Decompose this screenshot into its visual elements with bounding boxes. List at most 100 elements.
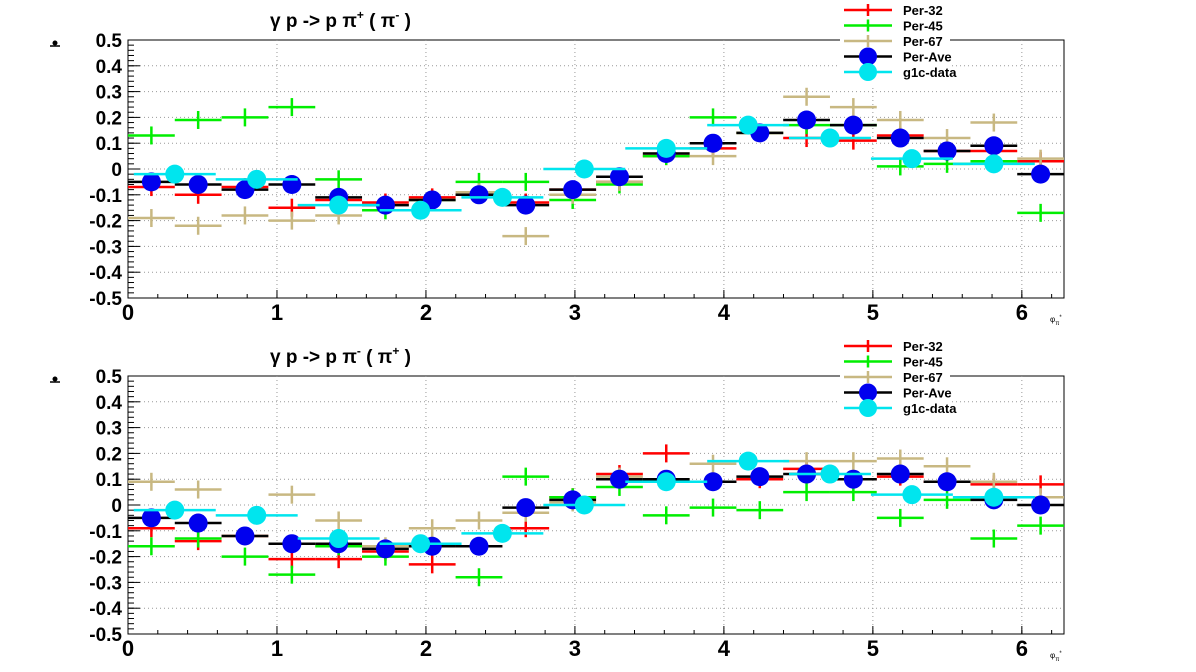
legend-label: g1c-data (903, 65, 957, 80)
data-point (188, 513, 208, 533)
series-g1c-data (133, 451, 1035, 554)
data-point (165, 164, 185, 184)
data-point (890, 464, 910, 484)
data-point (563, 180, 583, 200)
data-point (609, 167, 629, 187)
y-axis: -0.5 -0.4 -0.3 -0.2 -0.1 0 0.1 0.2 0.3 0.4 0.5 (89, 367, 140, 646)
data-point (282, 534, 302, 554)
y-tick-label: -0.2 (89, 548, 122, 569)
data-point (984, 487, 1004, 507)
series-g1c-data (133, 115, 1035, 220)
data-point (703, 472, 723, 492)
data-point (984, 136, 1004, 156)
data-point (574, 159, 594, 179)
data-point (902, 149, 922, 169)
y-tick-label: -0.3 (89, 237, 122, 258)
data-point (492, 187, 512, 207)
chart-svg-top: -0.5 -0.4 -0.3 -0.2 -0.1 0 0.1 0.2 0.3 0.4 0.5 0 1 2 3… (50, 0, 1065, 327)
data-point (738, 451, 758, 471)
x-tick-label: 5 (867, 300, 879, 325)
legend-marker (859, 47, 877, 66)
chart-title: γ p -> p π+ ( π- ) (270, 8, 411, 32)
legend-label: Per-67 (903, 370, 943, 385)
legend-marker (859, 63, 877, 81)
y-tick-label: 0.3 (96, 83, 122, 104)
x-axis: 0 1 2 3 4 5 6 (122, 626, 1053, 661)
data-point (329, 529, 349, 549)
x-tick-label: 4 (718, 636, 731, 661)
data-point (247, 505, 267, 525)
data-point (820, 464, 840, 484)
y-tick-label: -0.2 (89, 212, 122, 233)
x-tick-label: 6 (1016, 300, 1028, 325)
x-tick-label: 0 (122, 636, 134, 661)
data-point (574, 495, 594, 515)
y-tick-label: 0.1 (96, 134, 123, 155)
bullet-icon (52, 376, 58, 382)
y-tick-label: 0.2 (96, 108, 122, 129)
bullet-icon (52, 40, 58, 46)
data-point (282, 174, 302, 194)
series-per-67 (128, 449, 1064, 556)
y-tick-label: 0 (111, 496, 122, 517)
y-tick-label: 0 (111, 160, 122, 181)
x-tick-label: 4 (718, 300, 731, 325)
x-axis-title: φπ* (1050, 651, 1062, 663)
y-tick-label: -0.5 (89, 289, 122, 310)
series-per-45 (128, 98, 1064, 222)
y-tick-label: 0.4 (96, 393, 123, 414)
data-point (235, 526, 255, 546)
y-tick-label: 0.2 (96, 444, 122, 465)
series-per-45 (128, 467, 1064, 587)
data-point (820, 128, 840, 148)
legend-label: Per-45 (903, 355, 943, 370)
data-point (247, 169, 267, 189)
data-point (516, 195, 536, 215)
data-point (141, 172, 161, 192)
data-point (656, 138, 676, 158)
y-axis: -0.5 -0.4 -0.3 -0.2 -0.1 0 0.1 0.2 0.3 0.4 0.5 (89, 31, 140, 310)
data-point (141, 508, 161, 528)
data-point (516, 498, 536, 518)
chart-panel-bottom: -0.5 -0.4 -0.3 -0.2 -0.1 0 0.1 0.2 0.3 0.4 0.5 0 1 2 3… (0, 336, 1196, 672)
x-axis-title: φπ* (1050, 315, 1062, 327)
data-point (492, 523, 512, 543)
data-point (1031, 164, 1051, 184)
chart-svg-bottom: -0.5 -0.4 -0.3 -0.2 -0.1 0 0.1 0.2 0.3 0.4 0.5 0 1 2 3… (50, 336, 1065, 663)
y-tick-label: 0.4 (96, 57, 123, 78)
y-tick-label: -0.4 (89, 599, 122, 620)
y-tick-label: -0.1 (89, 522, 122, 543)
x-tick-label: 0 (122, 300, 134, 325)
y-tick-label: -0.1 (89, 186, 122, 207)
data-point (375, 539, 395, 559)
data-point (411, 200, 431, 220)
data-point (797, 110, 817, 130)
data-point (984, 154, 1004, 174)
y-tick-label: 0.3 (96, 419, 122, 440)
legend-label: Per-Ave (903, 50, 952, 65)
data-point (609, 469, 629, 489)
x-tick-label: 2 (420, 300, 432, 325)
data-point (750, 467, 770, 487)
legend-marker (859, 399, 877, 417)
data-point (656, 472, 676, 492)
data-point (890, 128, 910, 148)
data-point (188, 174, 208, 194)
x-tick-label: 6 (1016, 636, 1028, 661)
data-point (703, 133, 723, 153)
data-point (411, 534, 431, 554)
data-point (1031, 495, 1051, 515)
y-tick-label: -0.4 (89, 263, 122, 284)
x-tick-label: 1 (271, 636, 283, 661)
chart-title: γ p -> p π- ( π+ ) (270, 344, 411, 368)
legend-label: Per-32 (903, 3, 943, 18)
legend-label: Per-Ave (903, 386, 952, 401)
data-point (902, 485, 922, 505)
x-tick-label: 2 (420, 636, 432, 661)
data-point (843, 469, 863, 489)
data-point (843, 115, 863, 135)
y-tick-label: -0.3 (89, 573, 122, 594)
legend-label: g1c-data (903, 401, 957, 416)
